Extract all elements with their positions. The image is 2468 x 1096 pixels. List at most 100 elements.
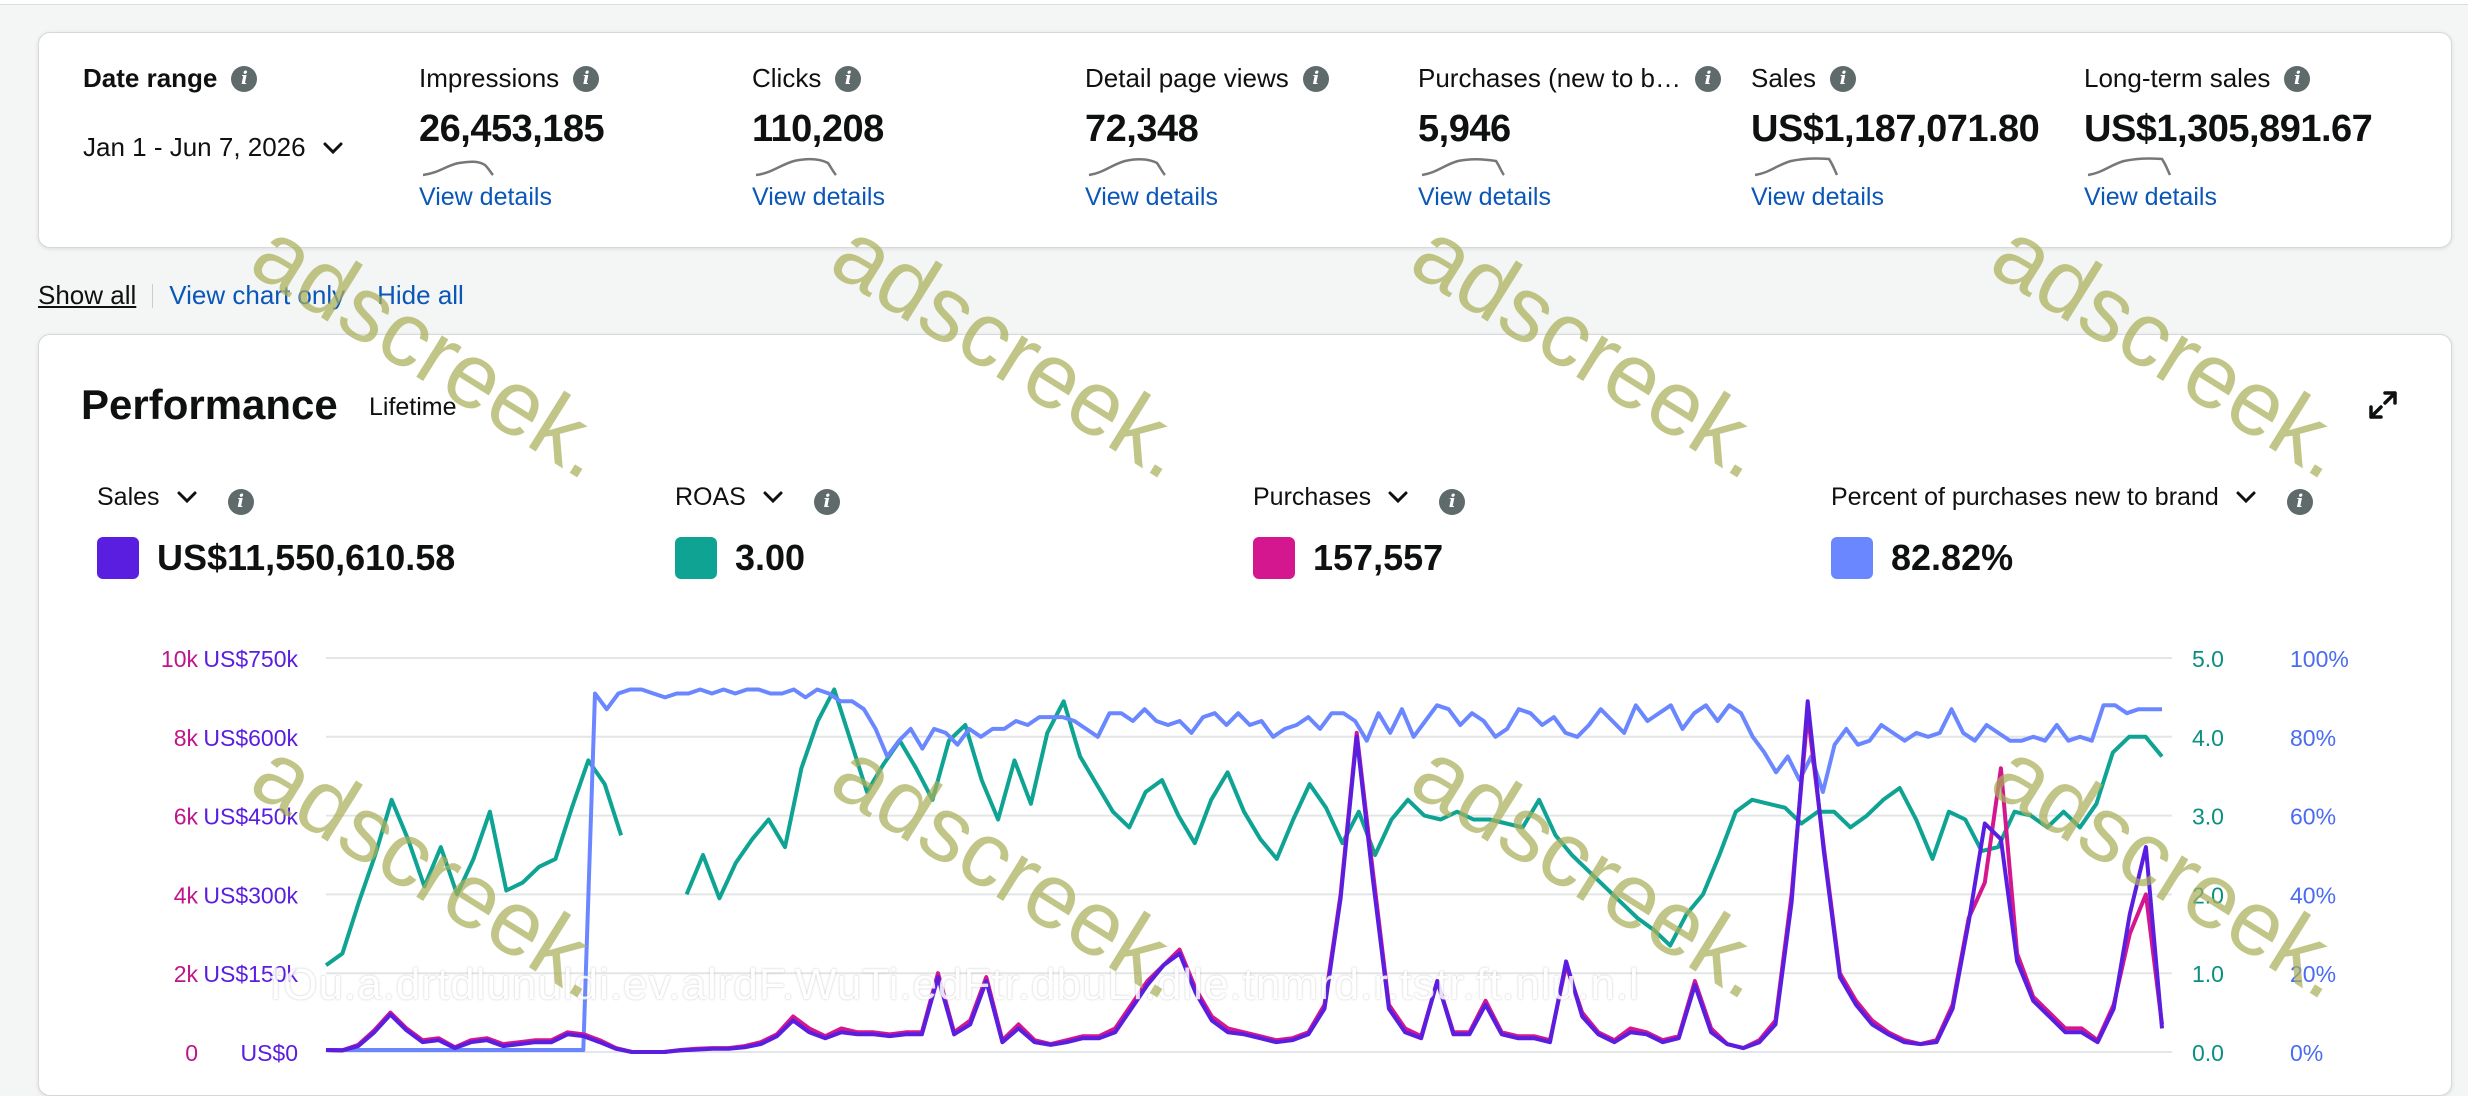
tick-label-sales: US$150k: [203, 961, 298, 987]
metric-value: 5,946: [1418, 108, 1511, 150]
tick-label-roas: 5.0: [2192, 646, 2224, 672]
series-color-swatch[interactable]: [1253, 537, 1295, 579]
tick-label-roas: 2.0: [2192, 882, 2224, 908]
chevron-down-icon: [323, 142, 343, 154]
date-range-value: Jan 1 - Jun 7, 2026: [83, 132, 306, 162]
tick-label-roas: 1.0: [2192, 961, 2224, 987]
metric-value: US$1,305,891.67: [2084, 108, 2373, 150]
chevron-down-icon[interactable]: [1387, 490, 1409, 504]
info-icon[interactable]: i: [1302, 65, 1329, 92]
info-icon[interactable]: i: [1695, 65, 1722, 92]
view-details-link[interactable]: View details: [1085, 183, 1218, 211]
performance-subtitle: Lifetime: [369, 393, 457, 421]
view-details-link[interactable]: View details: [419, 183, 552, 211]
chart-series-lines: [324, 687, 2164, 1054]
top-divider: [0, 0, 2468, 5]
performance-title: Performance: [81, 381, 338, 428]
view-chart-only-link[interactable]: View chart only: [169, 280, 346, 310]
metric-purchases-new-to-brand[interactable]: Purchases (new to b… i 5,946 View details: [1418, 63, 1722, 212]
series-color-swatch[interactable]: [97, 537, 139, 579]
kpi-value: 157,557: [1313, 537, 1444, 578]
tick-label-percent: 60%: [2290, 804, 2336, 830]
tick-label-purchases: 8k: [174, 725, 199, 751]
tick-label-percent: 40%: [2290, 882, 2336, 908]
hide-all-link[interactable]: Hide all: [377, 280, 464, 310]
metric-detail-page-views[interactable]: Detail page views i 72,348 View details: [1085, 63, 1329, 212]
info-icon[interactable]: i: [573, 65, 600, 92]
metric-value: 72,348: [1085, 108, 1199, 150]
summary-card: Date range i Jan 1 - Jun 7, 2026 Impress…: [38, 32, 2452, 248]
kpi-sales[interactable]: Sales i US$11,550,610.58: [97, 479, 455, 579]
kpi-value: 3.00: [735, 537, 806, 578]
chevron-down-icon[interactable]: [762, 490, 784, 504]
metric-label: Detail page views: [1085, 63, 1289, 93]
chart-axis-ticks: 0 US$0 0.0 0% 2k US$150k 1.0 20% 4k US$300k 2.0 40%…: [161, 646, 2349, 1066]
series-line-roas[interactable]: [324, 687, 2164, 967]
info-icon[interactable]: i: [231, 65, 258, 92]
performance-chart[interactable]: 0 US$0 0.0 0% 2k US$150k 1.0 20% 4k US$300k 2.0 40%…: [0, 0, 2468, 1070]
info-icon[interactable]: i: [1439, 489, 1466, 515]
chevron-down-icon[interactable]: [2235, 490, 2257, 504]
sparkline-icon: [2087, 157, 2172, 177]
metric-long-term-sales[interactable]: Long-term sales i US$1,305,891.67 View de…: [2084, 63, 2373, 212]
metric-label: Sales: [1751, 63, 1817, 93]
series-line-sales[interactable]: [325, 699, 2164, 1054]
view-details-link[interactable]: View details: [2084, 183, 2217, 211]
info-icon[interactable]: i: [227, 489, 254, 515]
kpi-roas[interactable]: ROAS i 3.00: [675, 479, 840, 579]
sparkline-icon: [422, 160, 494, 177]
date-range-dropdown[interactable]: Jan 1 - Jun 7, 2026: [83, 132, 344, 163]
view-details-link[interactable]: View details: [1418, 183, 1551, 211]
show-all-link[interactable]: Show all: [38, 280, 137, 310]
sparkline-icon: [1754, 157, 1839, 177]
tick-label-purchases: 4k: [174, 882, 199, 908]
metric-sales[interactable]: Sales i US$1,187,071.80 View details: [1751, 63, 2040, 212]
chart-view-toggles: Show all View chart only Hide all: [38, 280, 464, 311]
tick-label-sales: US$300k: [203, 882, 298, 908]
date-range-title: Date range: [83, 63, 218, 93]
tick-label-purchases: 10k: [161, 646, 199, 672]
kpi-label: Percent of purchases new to brand: [1831, 482, 2219, 511]
tick-label-percent: 80%: [2290, 725, 2336, 751]
date-range-filter[interactable]: Date range i Jan 1 - Jun 7, 2026: [83, 63, 344, 163]
expand-icon[interactable]: [2367, 389, 2399, 421]
metric-label: Clicks: [752, 63, 822, 93]
kpi-value: US$11,550,610.58: [157, 537, 456, 578]
tick-label-purchases: 2k: [174, 961, 199, 987]
divider: [152, 283, 154, 308]
tick-label-percent: 0%: [2290, 1040, 2323, 1066]
tick-label-roas: 4.0: [2192, 725, 2224, 751]
faint-overlay-text: fOu.a.drtdlunuldi.ev.alrdF.WuTi.edFtr.db…: [270, 960, 1640, 1009]
series-color-swatch[interactable]: [1831, 537, 1873, 579]
metric-clicks[interactable]: Clicks i 110,208 View details: [752, 63, 885, 212]
tick-label-percent: 20%: [2290, 961, 2336, 987]
tick-label-purchases: 0: [185, 1040, 198, 1066]
info-icon[interactable]: i: [2286, 489, 2313, 515]
metric-label: Long-term sales: [2084, 63, 2271, 93]
info-icon[interactable]: i: [1830, 65, 1857, 92]
view-details-link[interactable]: View details: [752, 183, 885, 211]
tick-label-roas: 0.0: [2192, 1040, 2224, 1066]
sparkline-icon: [755, 158, 837, 177]
kpi-label: Sales: [97, 482, 160, 511]
metric-label: Purchases (new to b…: [1418, 63, 1682, 93]
chevron-down-icon[interactable]: [176, 490, 198, 504]
kpi-label: ROAS: [675, 482, 746, 511]
tick-label-percent: 100%: [2290, 646, 2349, 672]
tick-label-sales: US$600k: [203, 725, 298, 751]
info-icon[interactable]: i: [2284, 65, 2311, 92]
kpi-percent-new-to-brand[interactable]: Percent of purchases new to brand i 82.8…: [1831, 479, 2313, 579]
metric-impressions[interactable]: Impressions i 26,453,185 View details: [419, 63, 605, 212]
tick-label-roas: 3.0: [2192, 804, 2224, 830]
info-icon[interactable]: i: [835, 65, 862, 92]
series-color-swatch[interactable]: [675, 537, 717, 579]
kpi-purchases[interactable]: Purchases i 157,557: [1253, 479, 1466, 579]
series-line-percent-of-purchases-new-to-brand[interactable]: [326, 687, 2162, 1052]
view-details-link[interactable]: View details: [1751, 183, 1884, 211]
sparkline-icon: [1088, 158, 1166, 177]
tick-label-purchases: 6k: [174, 804, 199, 830]
kpi-value: 82.82%: [1891, 537, 2014, 578]
sparkline-icon: [1421, 157, 1505, 177]
info-icon[interactable]: i: [813, 489, 840, 515]
chart-grid: [326, 657, 2172, 1053]
